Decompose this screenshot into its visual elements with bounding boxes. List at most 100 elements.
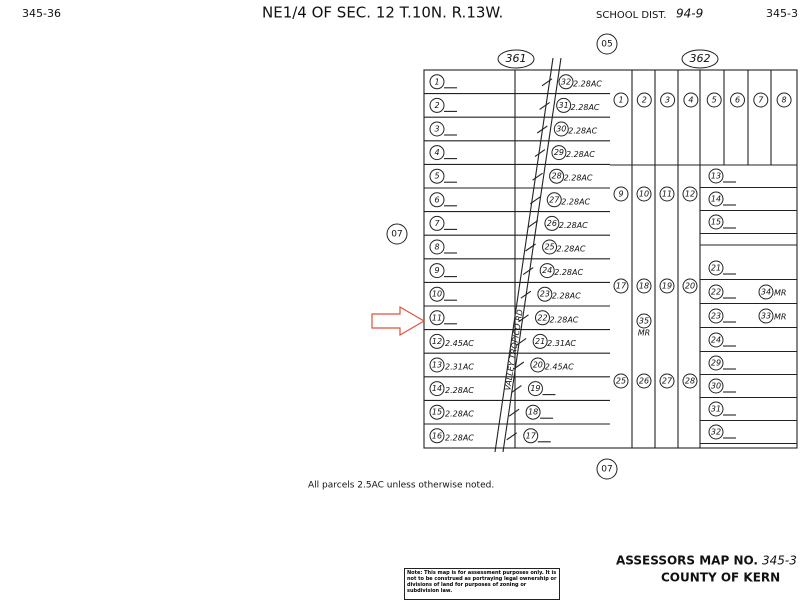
parcel-number: 29 xyxy=(711,359,721,368)
parcel-number: 31 xyxy=(711,405,721,414)
parcel-circle xyxy=(558,74,574,90)
parcel-circle xyxy=(539,263,555,279)
parcel-circle xyxy=(429,97,445,113)
parcel-number: 13 xyxy=(711,172,721,181)
left-code: 345-36 xyxy=(22,7,61,20)
parcel-number: 35 xyxy=(639,317,649,326)
parcel-circle xyxy=(551,145,567,161)
tick xyxy=(518,314,529,323)
parcel-number: 4 xyxy=(688,96,693,105)
parcel-circle xyxy=(429,74,445,90)
parcel-circle xyxy=(730,92,745,108)
parcel-number: 29 xyxy=(554,148,564,157)
parcel-number: 14 xyxy=(432,384,442,393)
parcel-circle xyxy=(636,186,652,202)
parcel-circle xyxy=(532,333,548,349)
parcel-number: 18 xyxy=(639,282,649,291)
parcel-circle xyxy=(708,191,724,207)
parcel-number: 30 xyxy=(711,382,721,391)
parcel-number: 31 xyxy=(559,101,569,110)
block-label: 362 xyxy=(690,52,711,65)
parcel-number: 26 xyxy=(639,377,649,386)
parcel-circle xyxy=(429,121,445,137)
parcel-number: 25 xyxy=(616,377,626,386)
parcel-number: 12 xyxy=(432,337,442,346)
parcel-number: 23 xyxy=(711,312,721,321)
parcel-number: 20 xyxy=(533,361,543,370)
parcel-number: 17 xyxy=(526,431,537,440)
parcel-area: 2.28AC xyxy=(571,103,600,112)
parcel-circle xyxy=(546,192,562,208)
parcel-circle xyxy=(708,168,724,184)
parcel-number: 11 xyxy=(432,313,442,322)
parcel-note: MR xyxy=(638,329,650,338)
parcel-circle xyxy=(776,92,792,108)
parcel-number: 24 xyxy=(711,336,721,345)
parcel-area: 2.28AC xyxy=(568,127,597,136)
parcel-number: 12 xyxy=(685,190,695,199)
parcel-circle xyxy=(613,373,629,389)
parcel-number: 22 xyxy=(537,313,547,322)
tick xyxy=(534,149,546,158)
disclaimer: Note: This map is for assessment purpose… xyxy=(404,568,560,600)
parcel-circle xyxy=(523,428,539,444)
parcel-circle xyxy=(429,263,445,279)
parcel-circle xyxy=(429,215,445,231)
parcel-circle xyxy=(636,373,652,389)
parcel-area: 2.28AC xyxy=(445,433,474,442)
parcel-number: 20 xyxy=(685,282,695,291)
parcel-number: 16 xyxy=(432,431,442,440)
parcel-circle xyxy=(708,260,724,276)
tick xyxy=(506,432,518,441)
assessor-title: ASSESSORS MAP NO. xyxy=(616,554,758,568)
parcel-circle xyxy=(429,145,445,161)
parcel-area: 2.28AC xyxy=(566,150,595,159)
parcel-number: 17 xyxy=(616,282,627,291)
parcel-number: 32 xyxy=(711,428,721,437)
parcel-area: 2.28AC xyxy=(559,221,588,230)
parcel-circle xyxy=(429,168,445,184)
parcel-circle xyxy=(553,121,569,137)
parcel-number: 2 xyxy=(642,96,647,105)
parcel-number: 1 xyxy=(434,77,439,86)
parcel-number: 10 xyxy=(432,290,442,299)
parcel-number: 5 xyxy=(434,172,439,181)
parcel-circle xyxy=(537,286,553,302)
parcel-circle xyxy=(708,378,724,394)
parcel-number: 7 xyxy=(434,219,440,228)
parcel-circle xyxy=(636,278,652,294)
parcel-number: 33 xyxy=(761,312,771,321)
parcel-number: 27 xyxy=(662,377,673,386)
parcel-area: 2.28AC xyxy=(561,197,590,206)
parcel-number: 23 xyxy=(540,290,550,299)
parcel-number: 9 xyxy=(618,190,623,199)
parcel-area: 2.28AC xyxy=(550,315,579,324)
parcel-number: 7 xyxy=(758,96,764,105)
parcel-circle xyxy=(753,92,769,108)
tick xyxy=(539,101,550,110)
parcel-number: 19 xyxy=(662,282,672,291)
parcel-number: 22 xyxy=(711,288,721,297)
parcel-number: 28 xyxy=(685,377,695,386)
parcel-note: MR xyxy=(774,313,786,322)
parcel-circle xyxy=(708,424,724,440)
parcel-circle xyxy=(429,428,445,444)
parcel-circle xyxy=(708,355,724,371)
parcel-number: 3 xyxy=(434,125,439,134)
school-label: SCHOOL DIST. xyxy=(596,10,666,21)
school-dist: 94-9 xyxy=(676,7,703,21)
parcel-circle xyxy=(758,308,774,324)
parcel-circle xyxy=(429,310,445,326)
parcel-number: 21 xyxy=(535,337,545,346)
tick xyxy=(525,243,536,252)
parcel-area: 2.28AC xyxy=(554,268,583,277)
parcel-number: 10 xyxy=(639,190,649,199)
parcel-circle xyxy=(535,310,550,326)
parcel-number: 21 xyxy=(711,264,721,273)
parcel-circle xyxy=(683,92,699,108)
parcel-circle xyxy=(525,404,541,420)
parcel-circle xyxy=(429,404,445,420)
parcel-circle xyxy=(708,308,724,324)
